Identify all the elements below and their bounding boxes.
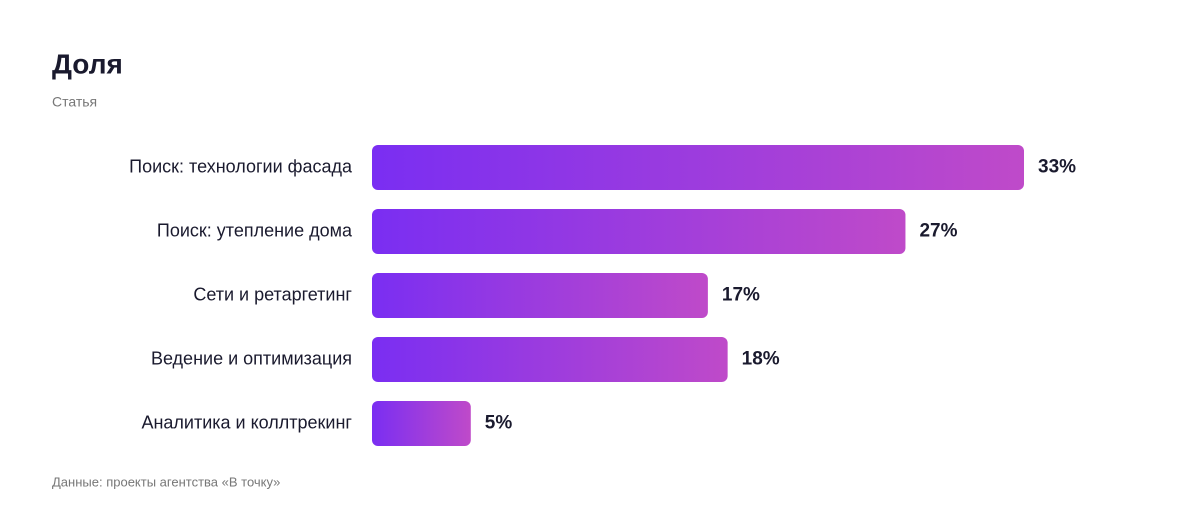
value-label: 5%	[485, 413, 513, 434]
category-label: Ведение и оптимизация	[151, 348, 352, 368]
chart-subtitle: Статья	[52, 94, 97, 110]
category-label: Аналитика и коллтрекинг	[141, 412, 352, 432]
category-label: Поиск: технологии фасада	[129, 156, 353, 176]
bar	[372, 401, 471, 446]
bar	[372, 209, 906, 254]
chart-title: Доля	[52, 48, 123, 79]
value-label: 18%	[742, 349, 780, 370]
bar	[372, 145, 1024, 190]
source-note: Данные: проекты агентства «В точку»	[52, 474, 280, 489]
value-label: 17%	[722, 285, 760, 306]
value-label: 27%	[919, 221, 957, 242]
bar	[372, 337, 728, 382]
bar	[372, 273, 708, 318]
value-label: 33%	[1038, 157, 1076, 178]
category-label: Сети и ретаргетинг	[193, 284, 352, 304]
category-label: Поиск: утепление дома	[157, 220, 353, 240]
